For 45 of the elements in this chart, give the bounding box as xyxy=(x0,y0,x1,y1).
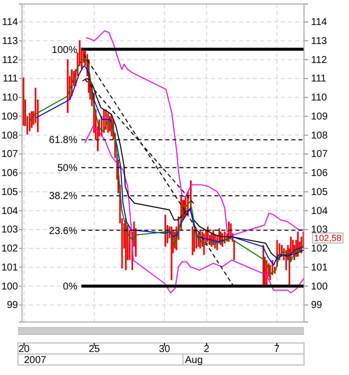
y-tick-label: 113 xyxy=(2,36,18,47)
y-tick-label: 100 xyxy=(1,281,18,292)
y2-tick-label: 106 xyxy=(311,168,328,180)
y-tick-label: 99 xyxy=(6,300,18,312)
y-tick-label: 103 xyxy=(1,224,18,236)
y2-tick-label: 102 xyxy=(311,244,328,255)
y-tick-label: 110 xyxy=(2,92,18,104)
y2-tick-label: 104 xyxy=(311,206,328,217)
y-tick-label: 104 xyxy=(1,206,18,217)
y-tick-label: 101 xyxy=(1,262,18,274)
y2-tick-label: 105 xyxy=(311,186,328,198)
series-label: 0% xyxy=(62,282,78,293)
y-tick-label: 111 xyxy=(2,74,18,85)
series-label: 50% xyxy=(57,163,78,174)
y-tick-label: 114 xyxy=(2,17,18,28)
y2-tick-label: 99 xyxy=(311,300,323,312)
series-label: 23.6% xyxy=(49,226,78,237)
x-tick-label: 20 xyxy=(18,344,30,355)
y2-tick-label: 110 xyxy=(311,92,328,104)
y-tick-label: 109 xyxy=(1,111,18,122)
y2-tick-label: 111 xyxy=(311,74,327,85)
x-tick-label: 30 xyxy=(158,344,170,355)
y2-tick-label: 109 xyxy=(311,111,328,122)
series-label: 61.8% xyxy=(49,135,78,146)
y2-tick-label: 101 xyxy=(311,262,328,274)
x-tick-label: 25 xyxy=(88,344,100,355)
y2-tick-label: 114 xyxy=(311,17,328,28)
y2-tick-label: 112 xyxy=(311,54,328,66)
y2-tick-label: 107 xyxy=(311,149,328,160)
y-tick-label: 106 xyxy=(1,168,18,180)
series-label: 100% xyxy=(52,44,78,56)
text: 102,58 xyxy=(314,233,342,243)
y2-tick-label: 103 xyxy=(311,224,328,236)
series-label: 38.2% xyxy=(49,191,78,202)
y-tick-label: 107 xyxy=(1,149,18,160)
text: 2007 xyxy=(24,355,47,366)
x-tick-label: 2 xyxy=(204,344,210,355)
y-tick-label: 108 xyxy=(1,130,18,142)
y2-tick-label: 108 xyxy=(311,130,328,142)
y2-tick-label: 100 xyxy=(311,281,328,292)
y-tick-label: 105 xyxy=(1,186,18,198)
text: Aug xyxy=(185,355,203,366)
y2-tick-label: 113 xyxy=(311,36,328,47)
y-tick-label: 102 xyxy=(1,244,18,255)
y-tick-label: 112 xyxy=(2,54,18,66)
